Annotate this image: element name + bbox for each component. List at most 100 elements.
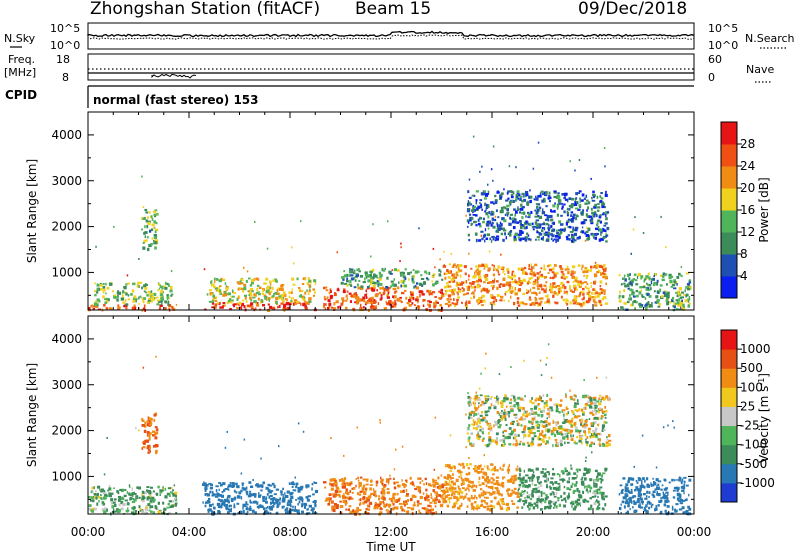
data-cell xyxy=(346,491,350,496)
data-cell xyxy=(212,503,214,506)
data-cell xyxy=(311,482,314,486)
data-cell xyxy=(250,501,253,504)
data-cell xyxy=(546,300,550,303)
data-cell xyxy=(474,469,478,473)
data-cell xyxy=(568,237,571,241)
data-cell xyxy=(117,509,121,513)
data-cell xyxy=(338,490,342,493)
data-cell xyxy=(484,210,487,213)
data-cell xyxy=(300,302,302,306)
data-cell xyxy=(454,492,456,496)
data-cell xyxy=(598,238,602,242)
data-cell xyxy=(142,307,146,310)
data-cell xyxy=(499,283,502,286)
data-cell xyxy=(105,282,107,286)
data-cell xyxy=(448,500,451,504)
data-cell xyxy=(275,280,278,283)
data-cell xyxy=(530,409,534,413)
data-cell xyxy=(423,483,425,486)
data-cell xyxy=(493,424,495,428)
data-cell xyxy=(634,279,638,282)
data-cell xyxy=(278,304,281,308)
data-cell xyxy=(281,505,284,509)
data-cell xyxy=(605,190,607,193)
data-cell xyxy=(553,433,557,437)
data-cell xyxy=(248,507,252,512)
data-cell xyxy=(583,485,586,489)
data-cell xyxy=(518,284,522,286)
data-cell xyxy=(477,300,480,303)
data-cell xyxy=(155,431,159,435)
data-cell xyxy=(534,298,538,301)
freq-label: Freq. xyxy=(8,53,35,66)
data-cell xyxy=(248,494,252,498)
data-cell xyxy=(462,483,465,486)
data-cell xyxy=(575,429,579,433)
data-cell xyxy=(520,225,523,229)
data-cell xyxy=(594,469,598,473)
data-cell xyxy=(474,271,476,275)
data-cell xyxy=(219,285,222,288)
data-cell xyxy=(515,477,518,481)
data-cell xyxy=(480,464,482,468)
data-cell xyxy=(149,432,152,435)
data-cell xyxy=(102,283,105,286)
data-cell xyxy=(494,422,498,426)
data-cell xyxy=(268,484,272,487)
data-cell xyxy=(470,433,473,435)
data-cell xyxy=(531,494,534,498)
data-cell xyxy=(484,478,487,482)
data-cell xyxy=(574,279,577,282)
data-cell xyxy=(635,283,639,286)
nave-tick-top: 60 xyxy=(708,53,722,66)
data-cell xyxy=(548,200,551,203)
data-cell xyxy=(518,483,522,487)
data-cell xyxy=(445,488,447,491)
data-cell xyxy=(131,487,133,491)
data-cell xyxy=(534,296,537,299)
data-cell xyxy=(484,472,486,476)
data-cell xyxy=(397,286,400,290)
data-cell xyxy=(435,511,438,514)
data-cell xyxy=(433,501,437,505)
data-cell xyxy=(566,480,570,484)
data-cell xyxy=(476,397,480,400)
data-cell xyxy=(253,292,256,297)
data-cell xyxy=(407,498,410,503)
data-cell xyxy=(481,431,484,434)
data-cell xyxy=(638,302,642,306)
data-cell xyxy=(471,194,474,197)
data-cell xyxy=(648,502,652,505)
data-cell xyxy=(481,263,485,267)
data-cell xyxy=(532,420,534,423)
data-cell xyxy=(402,275,406,279)
data-cell xyxy=(409,482,414,485)
data-cell xyxy=(416,500,420,504)
data-cell xyxy=(410,271,412,274)
data-cell xyxy=(235,482,238,485)
data-cell xyxy=(388,270,392,274)
data-cell xyxy=(483,197,488,200)
data-cell xyxy=(631,293,635,296)
data-cell xyxy=(532,228,535,231)
data-cell xyxy=(405,502,408,506)
data-cell xyxy=(222,302,226,304)
data-cell xyxy=(539,359,542,362)
data-cell xyxy=(485,211,489,216)
data-cell xyxy=(562,421,566,424)
data-cell xyxy=(162,486,164,489)
data-cell xyxy=(103,490,106,493)
data-cell xyxy=(652,283,656,287)
data-cell xyxy=(488,438,492,442)
data-cell xyxy=(379,421,381,424)
data-cell xyxy=(468,499,471,502)
data-cell xyxy=(563,417,565,421)
data-cell xyxy=(677,486,680,490)
data-cell xyxy=(529,421,532,424)
data-cell xyxy=(487,269,491,272)
data-cell xyxy=(233,489,236,493)
data-cell xyxy=(403,279,406,282)
data-cell xyxy=(594,203,597,207)
data-cell xyxy=(242,299,245,302)
data-cell xyxy=(537,495,541,499)
